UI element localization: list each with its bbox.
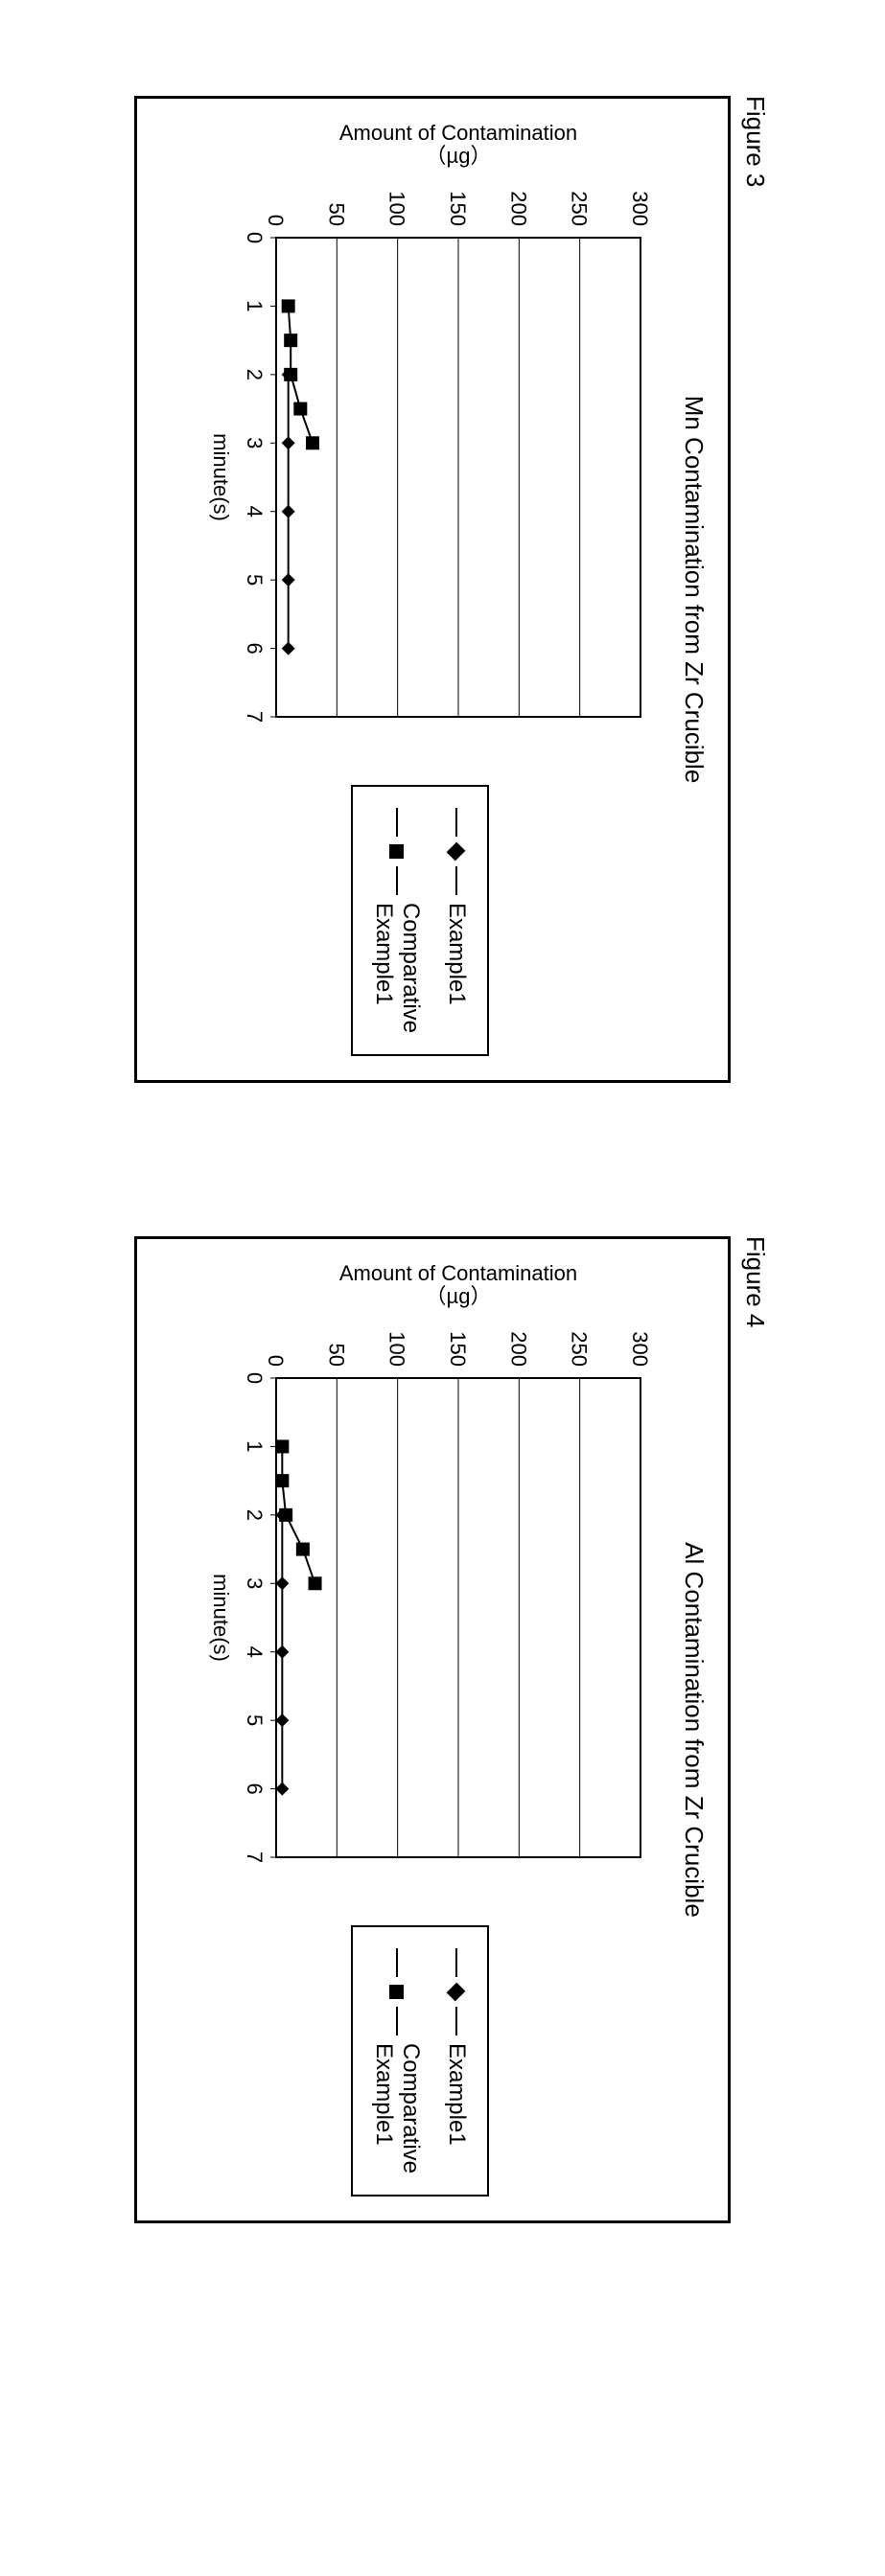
square-marker-icon — [390, 1985, 405, 1999]
svg-text:300: 300 — [628, 1331, 652, 1367]
svg-text:Amount of Contamination（µg）: Amount of Contamination（µg） — [339, 1263, 577, 1308]
svg-text:0: 0 — [264, 215, 288, 226]
svg-text:2: 2 — [243, 1509, 267, 1521]
diamond-marker-icon — [447, 1983, 466, 2002]
svg-text:6: 6 — [243, 1782, 267, 1794]
figure-3: Figure 3 Mn Contamination from Zr Crucib… — [115, 96, 770, 1083]
svg-text:5: 5 — [243, 1714, 267, 1726]
svg-text:minute(s): minute(s) — [209, 1574, 233, 1662]
svg-text:100: 100 — [385, 191, 409, 226]
legend-label: ComparativeExample1 — [370, 2043, 424, 2174]
svg-text:1: 1 — [243, 300, 267, 311]
svg-text:6: 6 — [243, 642, 267, 654]
svg-text:4: 4 — [243, 1646, 267, 1658]
chart-plot: 0 50 100 150 200 250 300 0 1 2 3 4 5 6 7 Amount of Cont… — [171, 123, 669, 761]
chart-panel: Mn Contamination from Zr Crucible 050100… — [134, 96, 731, 1083]
svg-text:250: 250 — [568, 1331, 592, 1367]
legend-item: Example1 — [443, 808, 470, 1033]
svg-text:minute(s): minute(s) — [209, 433, 233, 521]
svg-text:3: 3 — [243, 1577, 267, 1589]
svg-text:0: 0 — [243, 1372, 267, 1384]
svg-text:50: 50 — [324, 1344, 348, 1367]
legend-label: Example1 — [443, 2043, 470, 2146]
svg-text:150: 150 — [446, 1331, 470, 1367]
figure-4: Figure 4 Al Contamination from Zr Crucib… — [115, 1236, 770, 2223]
svg-text:1: 1 — [243, 1440, 267, 1452]
svg-text:Amount of Contamination（µg）: Amount of Contamination（µg） — [339, 123, 577, 168]
svg-text:7: 7 — [243, 1852, 267, 1863]
svg-text:7: 7 — [243, 711, 267, 723]
figure-label: Figure 4 — [740, 1236, 770, 2223]
svg-text:150: 150 — [446, 191, 470, 226]
svg-text:200: 200 — [506, 1331, 530, 1367]
svg-text:250: 250 — [568, 191, 592, 226]
legend: Example1 ComparativeExample1 — [351, 785, 489, 1056]
chart-title: Mn Contamination from Zr Crucible — [679, 123, 709, 1056]
legend-label: ComparativeExample1 — [370, 903, 424, 1033]
svg-text:0: 0 — [264, 1355, 288, 1367]
svg-text:3: 3 — [243, 437, 267, 448]
legend-item: ComparativeExample1 — [370, 1948, 424, 2174]
legend-item: ComparativeExample1 — [370, 808, 424, 1033]
chart-panel: Al Contamination from Zr Crucible 050100… — [134, 1236, 731, 2223]
svg-text:100: 100 — [385, 1331, 409, 1367]
svg-text:4: 4 — [243, 506, 267, 518]
chart-plot: 0 50 100 150 200 250 300 0 1 2 3 4 5 6 7 Amount of Cont… — [171, 1263, 669, 1901]
svg-text:50: 50 — [324, 203, 348, 226]
diamond-marker-icon — [447, 842, 466, 862]
svg-text:5: 5 — [243, 574, 267, 586]
svg-text:200: 200 — [506, 191, 530, 226]
svg-text:2: 2 — [243, 369, 267, 380]
svg-text:0: 0 — [243, 232, 267, 243]
square-marker-icon — [390, 844, 405, 859]
chart-title: Al Contamination from Zr Crucible — [679, 1263, 709, 2196]
figure-label: Figure 3 — [740, 96, 770, 1083]
legend-item: Example1 — [443, 1948, 470, 2174]
legend-label: Example1 — [443, 903, 470, 1005]
legend: Example1 ComparativeExample1 — [351, 1925, 489, 2196]
svg-text:300: 300 — [628, 191, 652, 226]
